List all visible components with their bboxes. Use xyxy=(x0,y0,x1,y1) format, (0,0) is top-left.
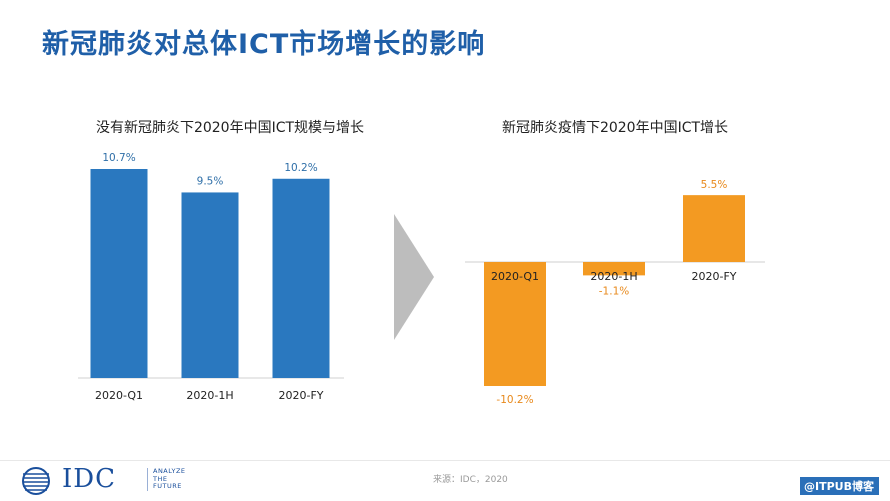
bar xyxy=(181,192,239,378)
tick-label: 2020-FY xyxy=(278,389,323,402)
data-label: 9.5% xyxy=(197,175,224,187)
bar xyxy=(90,169,148,378)
tick-label: 2020-1H xyxy=(186,389,233,402)
tick-label: 2020-FY xyxy=(691,270,736,283)
tick-label: 2020-1H xyxy=(590,270,637,283)
data-label: 10.7% xyxy=(102,152,135,164)
data-label: 5.5% xyxy=(701,179,728,191)
bar xyxy=(683,195,745,262)
tick-label: 2020-Q1 xyxy=(95,389,143,402)
data-label: -1.1% xyxy=(599,285,629,297)
tick-label: 2020-Q1 xyxy=(491,270,539,283)
tagline-line: ANALYZE xyxy=(153,467,186,475)
tagline-line: THE xyxy=(153,474,168,483)
source-note: 来源：IDC，2020 xyxy=(433,475,508,485)
bar xyxy=(484,262,546,386)
page-title: 新冠肺炎对总体ICT市场增长的影响 xyxy=(42,29,486,60)
idc-logo-text: IDC xyxy=(62,464,117,494)
chevron-right-icon xyxy=(394,214,434,340)
footer-divider xyxy=(0,460,890,461)
data-label: 10.2% xyxy=(284,162,317,174)
data-label: -10.2% xyxy=(496,394,533,406)
bar xyxy=(583,262,645,276)
left-chart-title: 没有新冠肺炎下2020年中国ICT规模与增长 xyxy=(95,120,365,136)
idc-globe-icon xyxy=(22,467,50,495)
bar xyxy=(272,178,330,378)
right-chart-title: 新冠肺炎疫情下2020年中国ICT增长 xyxy=(501,120,729,136)
tagline-line: FUTURE xyxy=(153,482,182,490)
watermark-badge: @ITPUB博客 xyxy=(800,477,879,495)
idc-tagline: ANALYZE THE FUTURE xyxy=(147,467,186,491)
